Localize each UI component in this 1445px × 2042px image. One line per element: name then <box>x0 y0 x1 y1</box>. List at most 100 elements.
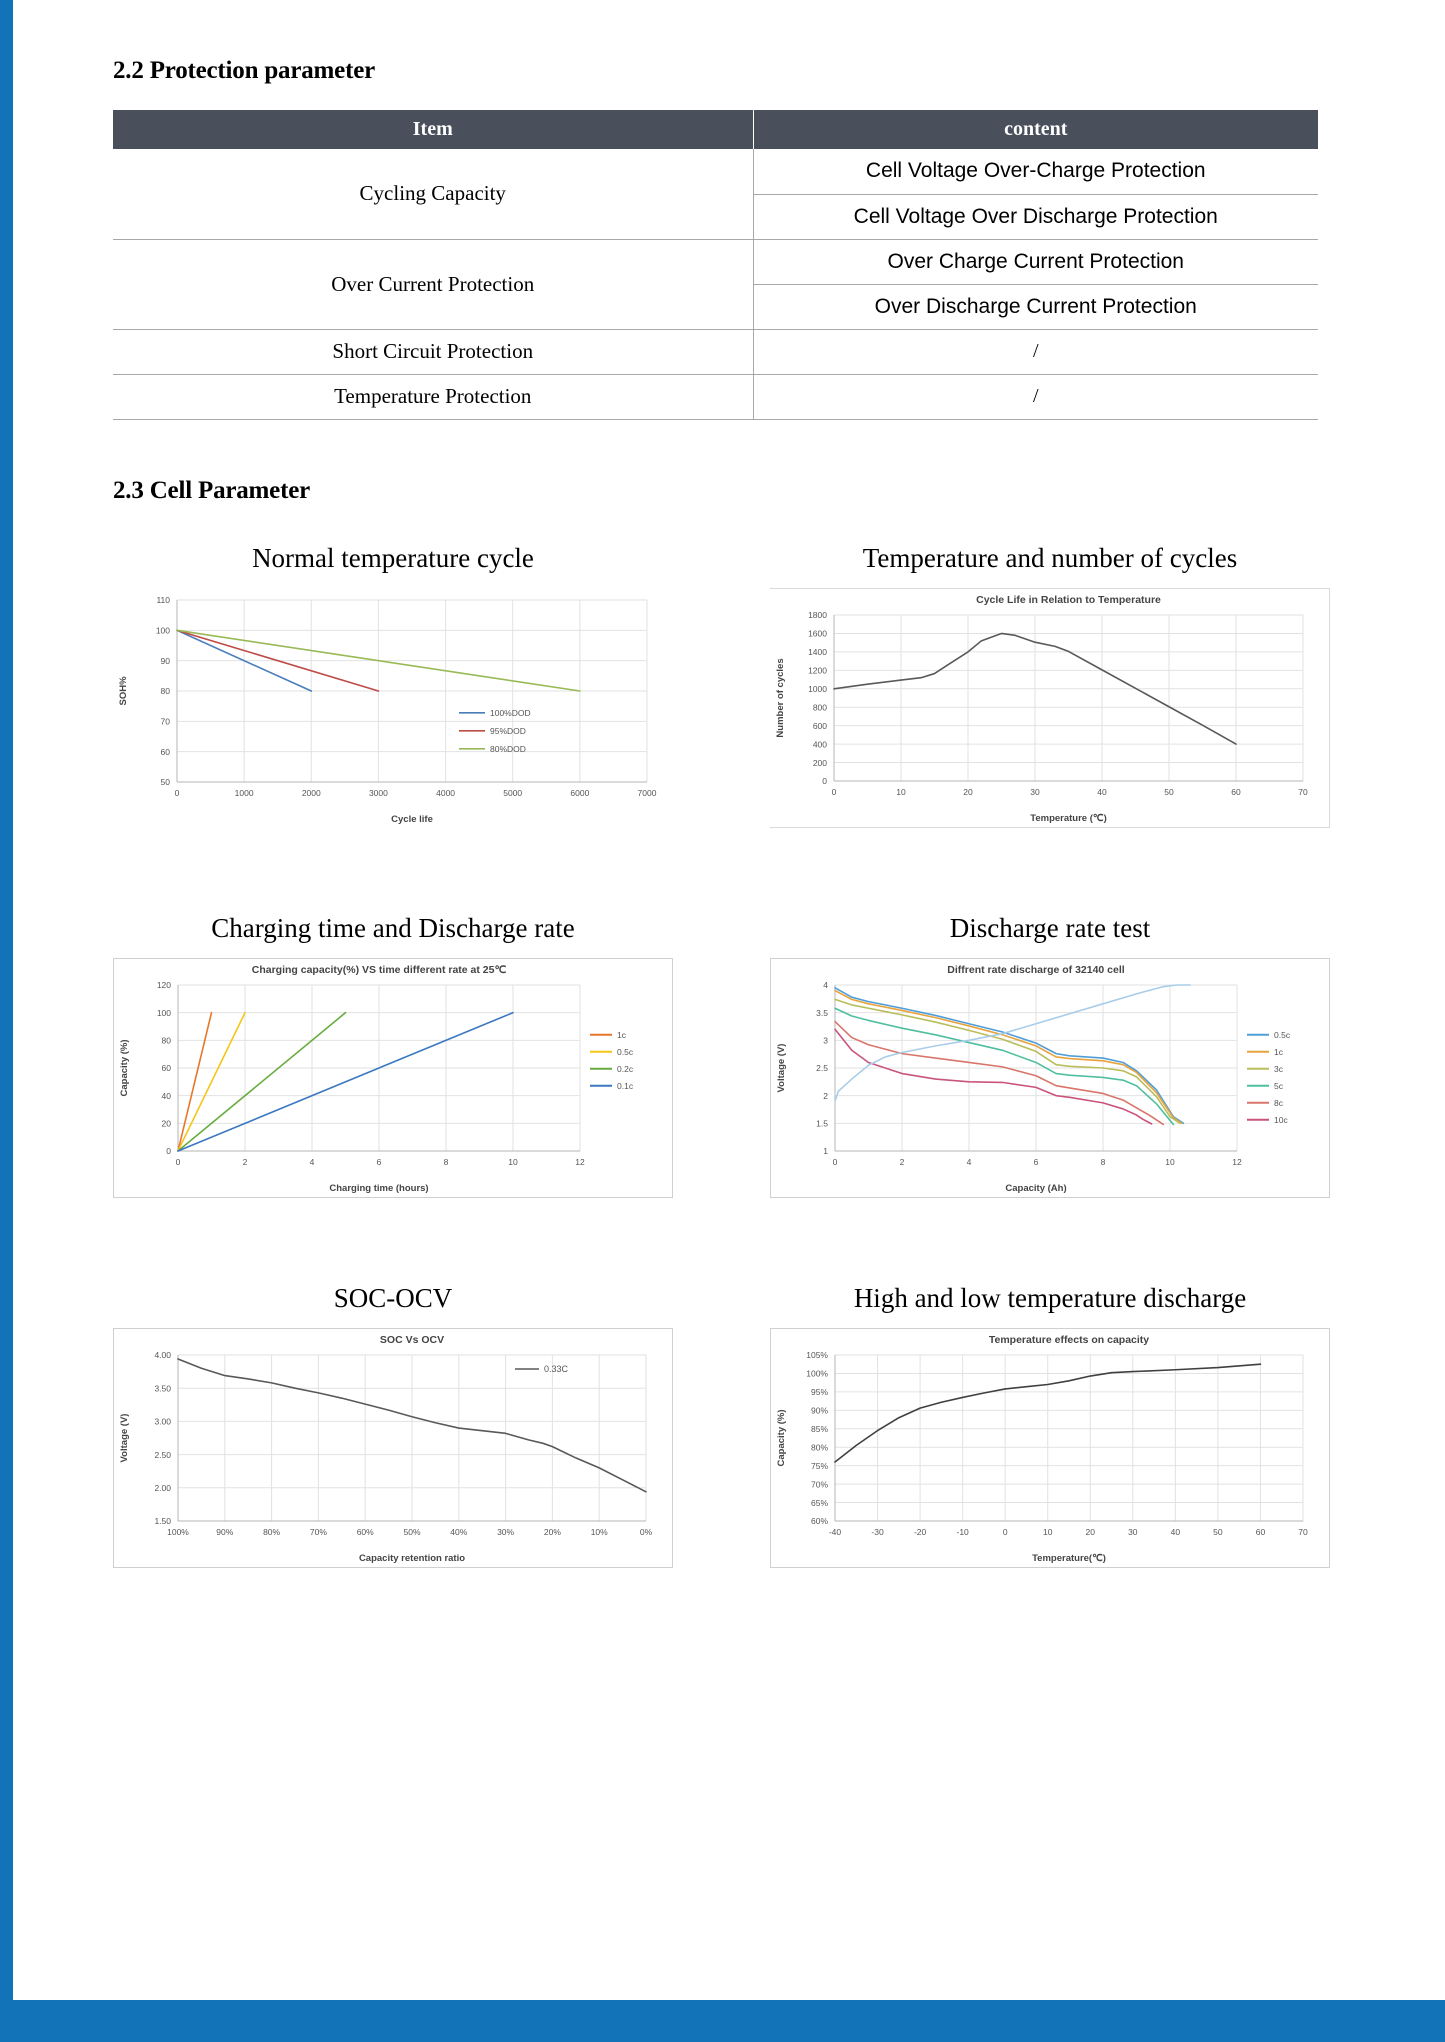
chart-plot-different-rate-discharge: Diffrent rate discharge of 32140 cell 1 1.… <box>770 958 1330 1198</box>
chart-series-line <box>834 998 1181 1125</box>
svg-text:Capacity (Ah): Capacity (Ah) <box>1005 1183 1066 1194</box>
svg-text:0%: 0% <box>640 1527 653 1537</box>
table-header-row: Item content <box>113 110 1318 149</box>
chart-cell-cycle-life-vs-temperature: Temperature and number of cycles Cycle L… <box>770 540 1330 828</box>
svg-text:-10: -10 <box>956 1527 969 1537</box>
svg-text:70: 70 <box>1298 787 1308 797</box>
svg-text:1800: 1800 <box>808 610 827 620</box>
svg-text:1c: 1c <box>1274 1047 1284 1057</box>
chart-row-2: Charging time and Discharge rate Chargin… <box>0 910 1445 1280</box>
column-header-content: content <box>753 110 1318 149</box>
chart-plot-normal-temperature-cycle: 50 60 70 80 90 100 110 0 1000 2000 3000 4000 5000 600… <box>113 588 673 828</box>
svg-text:SOC Vs OCV: SOC Vs OCV <box>380 1334 444 1346</box>
svg-text:4.00: 4.00 <box>154 1350 171 1360</box>
svg-text:12: 12 <box>575 1157 585 1167</box>
chart-series-line <box>834 989 1183 1125</box>
svg-text:Temperature effects on capacit: Temperature effects on capacity <box>989 1334 1149 1346</box>
svg-text:2.5: 2.5 <box>816 1063 828 1073</box>
svg-text:8: 8 <box>1101 1157 1106 1167</box>
chart-cell-different-rate-discharge: Discharge rate test Diffrent rate discha… <box>770 910 1330 1198</box>
svg-text:Charging capacity(%) VS time d: Charging capacity(%) VS time different r… <box>252 964 507 976</box>
svg-text:1600: 1600 <box>808 629 827 639</box>
chart-plot-temperature-effects-on-capacity: Temperature effects on capacity 60% 65% 70%… <box>770 1328 1330 1568</box>
section-heading-2-3: 2.3 Cell Parameter <box>113 477 310 504</box>
chart-plot-cycle-life-vs-temperature: Cycle Life in Relation to Temperature 0 20… <box>770 588 1330 828</box>
svg-text:Temperature(℃): Temperature(℃) <box>1032 1553 1106 1564</box>
svg-text:Temperature (℃): Temperature (℃) <box>1030 813 1106 824</box>
chart-svg: Cycle Life in Relation to Temperature 0 20… <box>775 594 1308 824</box>
svg-text:80%: 80% <box>811 1442 828 1452</box>
svg-text:SOH%: SOH% <box>118 676 129 706</box>
chart-cell-temperature-effects-on-capacity: High and low temperature discharge Tempe… <box>770 1280 1330 1568</box>
svg-text:8c: 8c <box>1274 1098 1284 1108</box>
svg-text:Charging time (hours): Charging time (hours) <box>329 1183 428 1194</box>
svg-text:60: 60 <box>1231 787 1241 797</box>
svg-text:6000: 6000 <box>570 788 589 798</box>
svg-text:70%: 70% <box>811 1479 828 1489</box>
chart-cell-charging-capacity-vs-time: Charging time and Discharge rate Chargin… <box>113 910 673 1198</box>
svg-text:30: 30 <box>1128 1527 1138 1537</box>
svg-text:3000: 3000 <box>369 788 388 798</box>
svg-text:800: 800 <box>813 702 827 712</box>
chart-series-line <box>177 1011 514 1152</box>
svg-text:90%: 90% <box>216 1527 233 1537</box>
chart-svg: SOC Vs OCV 1.50 2.00 2.50 3.00 3.50 4.00 100% 90… <box>119 1334 653 1564</box>
svg-text:1000: 1000 <box>808 684 827 694</box>
chart-svg: Temperature effects on capacity 60% 65% 70%… <box>776 1334 1308 1564</box>
svg-text:110: 110 <box>156 595 170 605</box>
svg-text:50: 50 <box>1213 1527 1223 1537</box>
svg-text:4000: 4000 <box>436 788 455 798</box>
svg-text:60%: 60% <box>811 1516 828 1526</box>
cell-content-over-discharge-protection: Cell Voltage Over Discharge Protection <box>753 194 1318 240</box>
cell-content-short-circuit: / <box>753 329 1318 375</box>
svg-text:20: 20 <box>1086 1527 1096 1537</box>
chart-series-line <box>176 629 313 692</box>
chart-svg: Charging capacity(%) VS time different r… <box>119 964 634 1194</box>
svg-text:80%DOD: 80%DOD <box>490 744 526 754</box>
svg-text:95%DOD: 95%DOD <box>490 726 526 736</box>
svg-text:85%: 85% <box>811 1424 828 1434</box>
svg-text:0: 0 <box>1003 1527 1008 1537</box>
svg-text:Number of cycles: Number of cycles <box>775 658 786 737</box>
svg-text:50: 50 <box>1164 787 1174 797</box>
svg-text:50%: 50% <box>403 1527 420 1537</box>
svg-text:50: 50 <box>161 777 171 787</box>
chart-caption: High and low temperature discharge <box>853 1283 1247 1313</box>
svg-text:0.33C: 0.33C <box>544 1364 569 1374</box>
svg-text:0: 0 <box>166 1146 171 1156</box>
svg-text:2: 2 <box>823 1091 828 1101</box>
svg-text:95%: 95% <box>811 1387 828 1397</box>
chart-series-line <box>834 1020 1165 1126</box>
svg-text:65%: 65% <box>811 1498 828 1508</box>
svg-text:10: 10 <box>896 787 906 797</box>
chart-series-line <box>834 1007 1175 1126</box>
chart-series-line <box>177 1011 347 1152</box>
svg-text:3: 3 <box>823 1036 828 1046</box>
svg-text:100%: 100% <box>167 1527 189 1537</box>
svg-text:Capacity (%): Capacity (%) <box>119 1039 130 1096</box>
svg-text:Cycle Life in Relation to Temp: Cycle Life in Relation to Temperature <box>976 594 1161 606</box>
cell-content-over-discharge-current: Over Discharge Current Protection <box>753 284 1318 330</box>
section-heading-2-2: 2.2 Protection parameter <box>113 57 375 84</box>
svg-text:80%: 80% <box>263 1527 280 1537</box>
svg-text:Capacity retention ratio: Capacity retention ratio <box>359 1553 465 1564</box>
cell-item-over-current-protection: Over Current Protection <box>113 239 754 330</box>
svg-text:1000: 1000 <box>235 788 254 798</box>
svg-text:-40: -40 <box>829 1527 842 1537</box>
svg-text:Voltage (V): Voltage (V) <box>119 1414 130 1463</box>
footer-accent-bar <box>0 2000 1445 2042</box>
cell-content-temperature: / <box>753 374 1318 420</box>
svg-text:0.2c: 0.2c <box>617 1064 634 1074</box>
svg-text:3.50: 3.50 <box>154 1383 171 1393</box>
svg-text:2: 2 <box>900 1157 905 1167</box>
svg-text:60%: 60% <box>357 1527 374 1537</box>
svg-text:1200: 1200 <box>808 666 827 676</box>
svg-text:10: 10 <box>508 1157 518 1167</box>
svg-text:3.5: 3.5 <box>816 1008 828 1018</box>
svg-text:10: 10 <box>1165 1157 1175 1167</box>
svg-text:4: 4 <box>967 1157 972 1167</box>
chart-series-line <box>834 986 1185 1125</box>
cell-item-cycling-capacity: Cycling Capacity <box>113 149 754 240</box>
svg-text:60: 60 <box>162 1063 172 1073</box>
